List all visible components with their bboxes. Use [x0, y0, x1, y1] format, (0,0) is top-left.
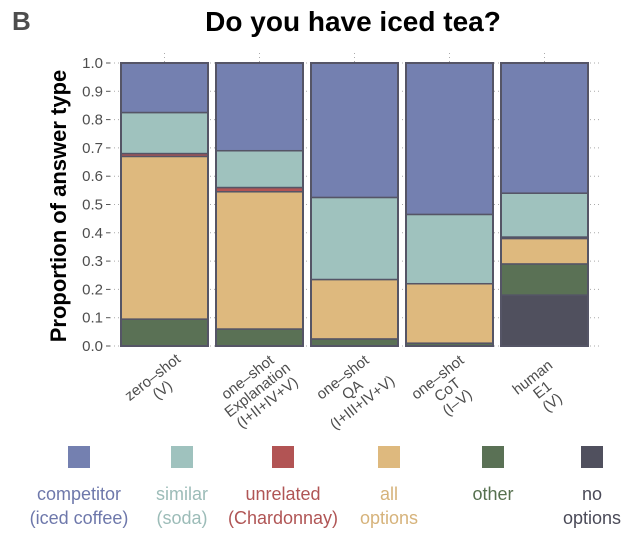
y-tick-label: 0.1 [82, 310, 103, 327]
legend: competitor (iced coffee) similar (soda) … [0, 446, 642, 536]
x-tick-label: one–shotExplanation(I+II+IV+V) [212, 347, 304, 434]
bar-segment [120, 111, 209, 155]
legend-swatch-similar [171, 446, 193, 468]
y-tick-label: 0.9 [82, 83, 103, 100]
bar-segment [500, 263, 589, 296]
bar-segment [120, 155, 209, 320]
x-tick-label: zero–shot(V) [122, 350, 195, 417]
legend-label-similar: similar (soda) [156, 484, 208, 528]
bar-segment [310, 338, 399, 347]
bar-outline [405, 62, 494, 347]
bar-segment [405, 282, 494, 344]
bar-segment [310, 62, 399, 199]
bar-segment [215, 62, 304, 152]
bar-segment [500, 62, 589, 194]
panel-letter: B [12, 6, 31, 36]
bar-segment [120, 318, 209, 347]
bar-segment [215, 191, 304, 330]
legend-item-unrelated: unrelated (Chardonnay) [218, 446, 348, 530]
legend-swatch-all-options [378, 446, 400, 468]
bar-outline [500, 62, 589, 347]
legend-label-unrelated: unrelated (Chardonnay) [227, 484, 339, 528]
legend-item-no-options: no options [527, 446, 642, 530]
legend-label-competitor: competitor (iced coffee) [29, 484, 129, 528]
bar-outline [310, 62, 399, 347]
y-tick-label: 0.6 [82, 168, 103, 185]
bar-segment [120, 62, 209, 114]
stacked-bar-chart: 0.0 0.1 0.2 0.3 0.4 0.5 0.6 0.7 0.8 0.9 1.0 zero–sh… [82, 53, 600, 434]
legend-item-competitor: competitor (iced coffee) [14, 446, 144, 530]
legend-item-other: other [428, 446, 558, 506]
legend-label-other: other [472, 484, 514, 504]
legend-swatch-competitor [68, 446, 90, 468]
bar-segment [310, 278, 399, 340]
legend-swatch-other [482, 446, 504, 468]
legend-label-all-options: all options [359, 484, 419, 528]
bar-segment [215, 149, 304, 189]
x-tick-label-line: zero–shot [122, 350, 185, 404]
bar-segment [500, 237, 589, 265]
bar-segment [310, 196, 399, 281]
y-tick-label: 1.0 [82, 55, 103, 72]
legend-label-no-options: no options [562, 484, 622, 528]
bar-segment [405, 213, 494, 285]
y-tick-label: 0.3 [82, 253, 103, 270]
legend-swatch-unrelated [272, 446, 294, 468]
bar-outline [215, 62, 304, 347]
legend-swatch-no-options [581, 446, 603, 468]
y-tick-label: 0.4 [82, 225, 103, 242]
y-tick-label: 0.7 [82, 140, 103, 157]
legend-item-similar: similar (soda) [117, 446, 247, 530]
x-tick-label: one–shotQA(I+III+IV+V) [307, 347, 398, 433]
y-tick-label: 0.2 [82, 281, 103, 298]
y-tick-label: 0.0 [82, 338, 103, 355]
y-tick-label: 0.5 [82, 197, 103, 214]
bar-segment [215, 328, 304, 347]
x-tick-label: humanE1(V) [509, 357, 575, 424]
bar-segment [500, 294, 589, 347]
legend-item-all-options: all options [324, 446, 454, 530]
y-tick-label: 0.8 [82, 112, 103, 129]
bar-segment [500, 192, 589, 238]
chart-title: Do you have iced tea? [205, 6, 501, 37]
bar-segment [405, 62, 494, 216]
bar-outline [120, 62, 209, 347]
x-tick-label: one–shotCoT(I–V) [408, 351, 487, 428]
